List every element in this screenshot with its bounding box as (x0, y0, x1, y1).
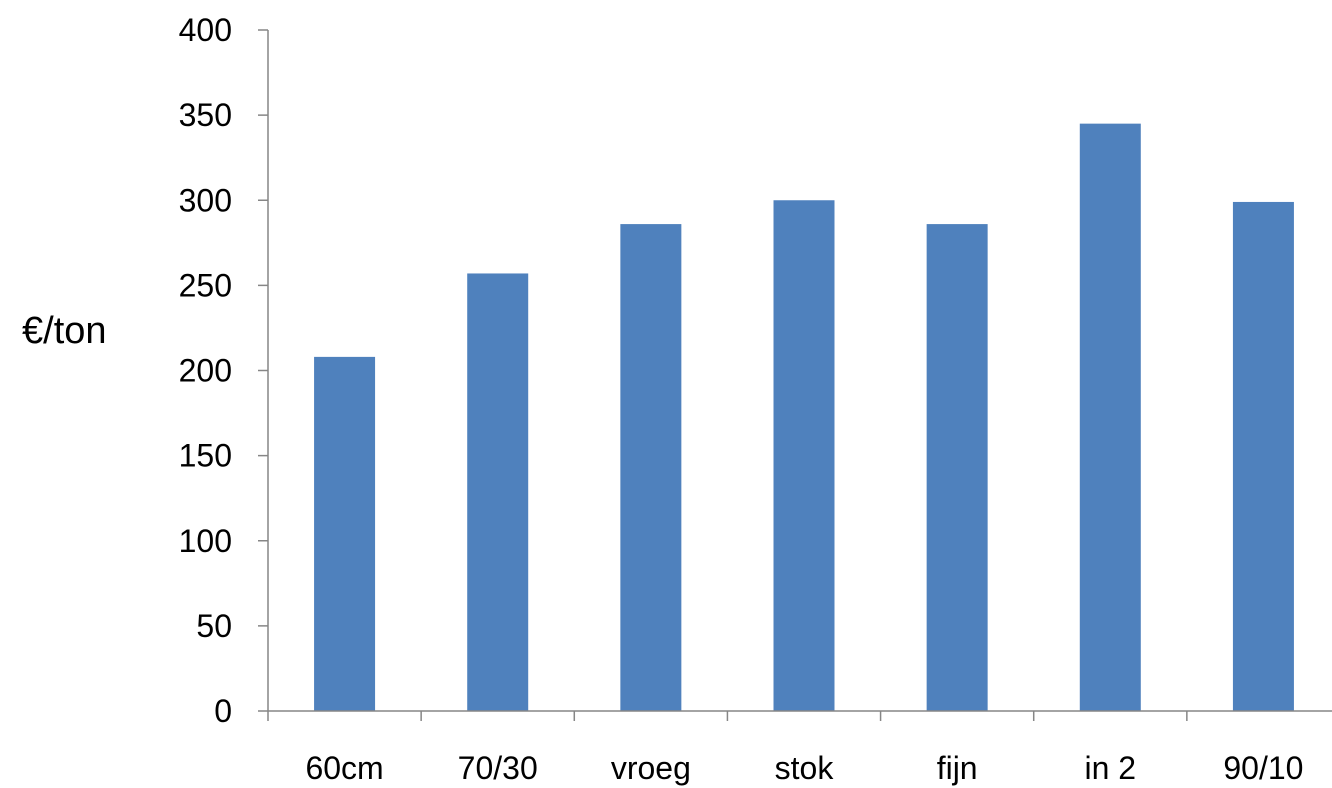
bar-70-30 (467, 273, 529, 711)
y-tick-label: 100 (179, 523, 232, 559)
y-tick-label: 350 (179, 97, 232, 133)
y-tick-label: 150 (179, 438, 232, 474)
x-category-label: 60cm (305, 750, 383, 786)
bar-stok (773, 200, 835, 711)
bar-fijn (926, 224, 988, 711)
y-tick-label: 200 (179, 353, 232, 389)
x-ticks: 60cm 70/30 vroeg stok fijn in 2 90/10 (267, 711, 1303, 786)
bar-90-10 (1232, 201, 1294, 711)
x-category-label: vroeg (611, 750, 691, 786)
y-ticks: 0 50 100 150 200 250 300 350 400 (179, 12, 268, 729)
x-category-label: fijn (937, 750, 978, 786)
bars-layer (314, 123, 1294, 711)
y-tick-label: 0 (214, 693, 232, 729)
y-axis-label: €/ton (22, 310, 107, 352)
x-category-label: stok (775, 750, 835, 786)
x-category-label: 90/10 (1223, 750, 1303, 786)
y-tick-label: 400 (179, 12, 232, 48)
x-category-label: 70/30 (458, 750, 538, 786)
x-category-label: in 2 (1084, 750, 1136, 786)
bar-vroeg (620, 224, 682, 711)
y-tick-label: 250 (179, 267, 232, 303)
bar-in-2 (1079, 123, 1141, 711)
y-tick-label: 50 (196, 608, 232, 644)
y-tick-label: 300 (179, 182, 232, 218)
bar-60cm (314, 356, 376, 711)
